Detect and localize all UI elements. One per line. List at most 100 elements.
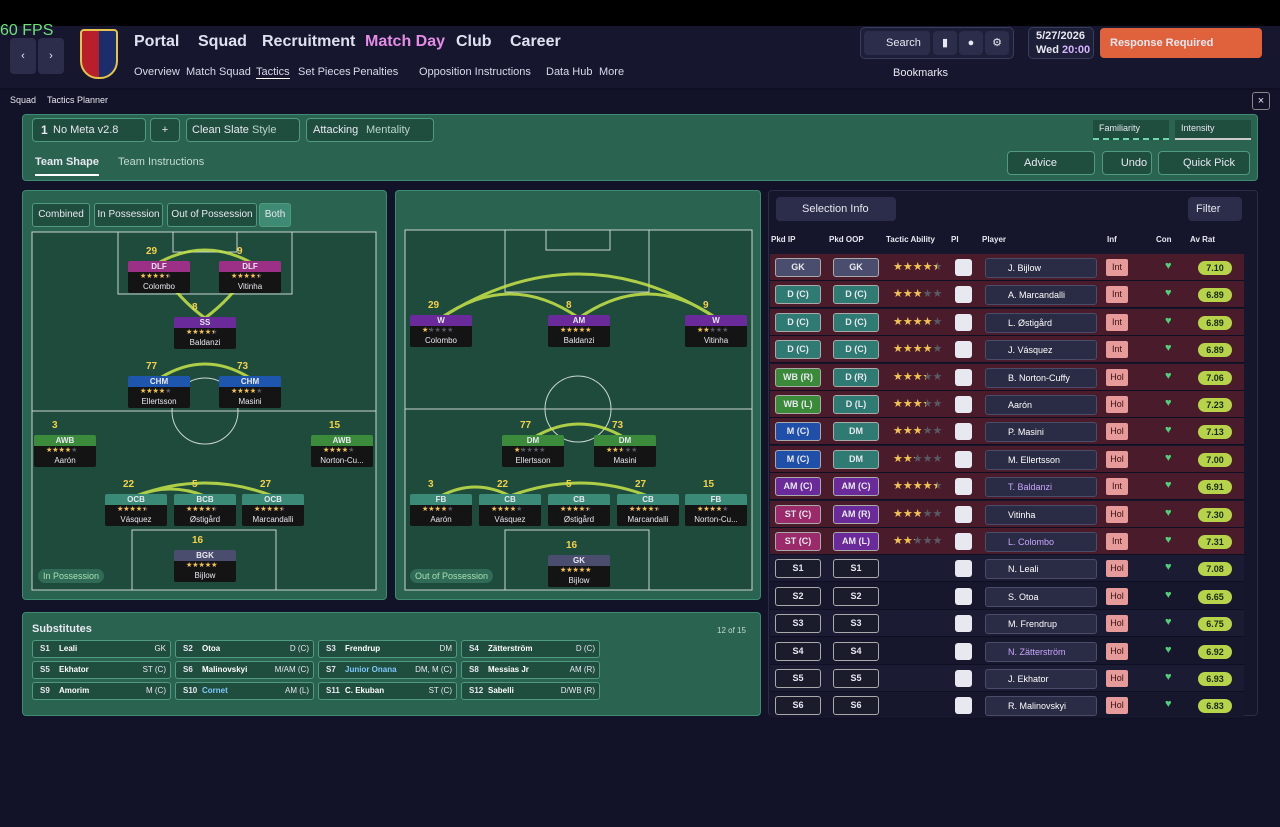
player-select[interactable]: L. Østigård: [985, 312, 1097, 333]
player-select[interactable]: P. Masini: [985, 422, 1097, 443]
alert-button[interactable]: Response Required: [1100, 28, 1262, 58]
main-nav[interactable]: Recruitment: [262, 33, 356, 50]
sub-row[interactable]: [318, 640, 457, 658]
pkd-ip[interactable]: M (C): [775, 449, 821, 469]
phase-tab[interactable]: Out of Possession: [167, 203, 257, 227]
action-button[interactable]: Undo: [1102, 151, 1152, 175]
main-nav[interactable]: Match Day: [365, 33, 446, 50]
pkd-ip[interactable]: S5: [775, 669, 821, 688]
search-button[interactable]: Search: [864, 31, 930, 55]
action-button[interactable]: Advice: [1007, 151, 1095, 175]
player-select[interactable]: S. Otoa: [985, 586, 1097, 607]
main-nav[interactable]: Squad: [198, 33, 247, 50]
phase-tab[interactable]: Both: [259, 203, 291, 227]
pkd-ip[interactable]: D (C): [775, 340, 821, 360]
player-select[interactable]: T. Baldanzi: [985, 477, 1097, 498]
pkd-oop[interactable]: D (C): [833, 340, 879, 360]
sub-row[interactable]: [461, 661, 600, 679]
pkd-oop[interactable]: DM: [833, 449, 879, 469]
pkd-ip[interactable]: WB (R): [775, 367, 821, 387]
sub-row[interactable]: [32, 661, 171, 679]
phase-tab[interactable]: In Possession: [94, 203, 163, 227]
player-select[interactable]: B. Norton-Cuffy: [985, 367, 1097, 388]
pkd-oop[interactable]: S3: [833, 614, 879, 634]
pkd-oop[interactable]: D (C): [833, 285, 879, 305]
player-select[interactable]: N. Leali: [985, 559, 1097, 580]
mentality-select[interactable]: [306, 118, 434, 142]
sub-nav[interactable]: Match Squad: [186, 66, 251, 78]
tab[interactable]: Team Shape: [35, 156, 99, 176]
player-select[interactable]: J. Vásquez: [985, 340, 1097, 361]
main-nav[interactable]: Career: [510, 33, 561, 50]
player-select[interactable]: R. Malinovskyi: [985, 696, 1097, 717]
pkd-oop[interactable]: AM (R): [833, 504, 879, 524]
sub-row[interactable]: [318, 661, 457, 679]
pi-button[interactable]: [955, 670, 972, 687]
phase-tab[interactable]: Combined: [32, 203, 90, 227]
pkd-ip[interactable]: ST (C): [775, 532, 821, 551]
pkd-oop[interactable]: D (L): [833, 395, 879, 414]
pi-button[interactable]: [955, 533, 972, 550]
pi-button[interactable]: [955, 642, 972, 660]
sub-row[interactable]: [461, 682, 600, 700]
pkd-ip[interactable]: S4: [775, 641, 821, 661]
forward-button[interactable]: ›: [38, 38, 64, 74]
sub-nav[interactable]: Overview: [134, 66, 180, 78]
player-select[interactable]: J. Ekhator: [985, 669, 1097, 689]
main-nav[interactable]: Club: [456, 33, 492, 50]
pkd-ip[interactable]: S3: [775, 614, 821, 634]
sub-nav[interactable]: Penalties: [353, 66, 399, 78]
pi-button[interactable]: [955, 396, 972, 413]
pkd-oop[interactable]: S5: [833, 669, 879, 688]
sub-row[interactable]: [175, 682, 314, 700]
sub-nav[interactable]: Opposition Instructions: [419, 66, 531, 78]
pkd-oop[interactable]: DM: [833, 422, 879, 442]
breadcrumb[interactable]: Squad: [10, 95, 37, 105]
selection-button[interactable]: Selection Info: [776, 197, 896, 221]
pkd-ip[interactable]: M (C): [775, 422, 821, 442]
pkd-ip[interactable]: ST (C): [775, 504, 821, 524]
pkd-oop[interactable]: S4: [833, 641, 879, 661]
pi-button[interactable]: [955, 368, 972, 386]
pi-button[interactable]: [955, 423, 972, 441]
pkd-oop[interactable]: AM (C): [833, 477, 879, 497]
pkd-ip[interactable]: GK: [775, 258, 821, 277]
tactic-select[interactable]: [32, 118, 146, 142]
pkd-ip[interactable]: D (C): [775, 312, 821, 332]
pkd-oop[interactable]: S2: [833, 586, 879, 606]
pkd-ip[interactable]: AM (C): [775, 477, 821, 497]
sub-nav[interactable]: More: [599, 66, 625, 78]
sub-row[interactable]: [461, 640, 600, 658]
sub-row[interactable]: [32, 682, 171, 700]
sub-row[interactable]: [175, 661, 314, 679]
icon-button[interactable]: ▮: [933, 31, 957, 55]
sub-row[interactable]: [32, 640, 171, 658]
pi-button[interactable]: [955, 560, 972, 578]
pkd-oop[interactable]: D (C): [833, 312, 879, 332]
player-select[interactable]: M. Ellertsson: [985, 449, 1097, 470]
pkd-ip[interactable]: D (C): [775, 285, 821, 305]
player-select[interactable]: J. Bijlow: [985, 258, 1097, 278]
bookmarks[interactable]: Bookmarks: [893, 67, 949, 79]
pi-button[interactable]: [955, 259, 972, 276]
pi-button[interactable]: [955, 286, 972, 304]
pi-button[interactable]: [955, 697, 972, 715]
sub-row[interactable]: [175, 640, 314, 658]
icon-button[interactable]: ⚙: [985, 31, 1009, 55]
pi-button[interactable]: [955, 587, 972, 605]
sub-row[interactable]: [318, 682, 457, 700]
pi-button[interactable]: [955, 450, 972, 468]
pkd-oop[interactable]: AM (L): [833, 532, 879, 551]
back-button[interactable]: ‹: [10, 38, 36, 74]
player-select[interactable]: N. Zätterström: [985, 641, 1097, 662]
pi-button[interactable]: [955, 615, 972, 633]
main-nav[interactable]: Portal: [134, 33, 180, 50]
sub-nav[interactable]: Data Hub: [546, 66, 593, 78]
pi-button[interactable]: [955, 341, 972, 359]
pi-button[interactable]: [955, 505, 972, 523]
player-select[interactable]: M. Frendrup: [985, 614, 1097, 635]
style-select[interactable]: [186, 118, 300, 142]
pi-button[interactable]: [955, 313, 972, 331]
pkd-ip[interactable]: S2: [775, 586, 821, 606]
pkd-oop[interactable]: S6: [833, 696, 879, 716]
